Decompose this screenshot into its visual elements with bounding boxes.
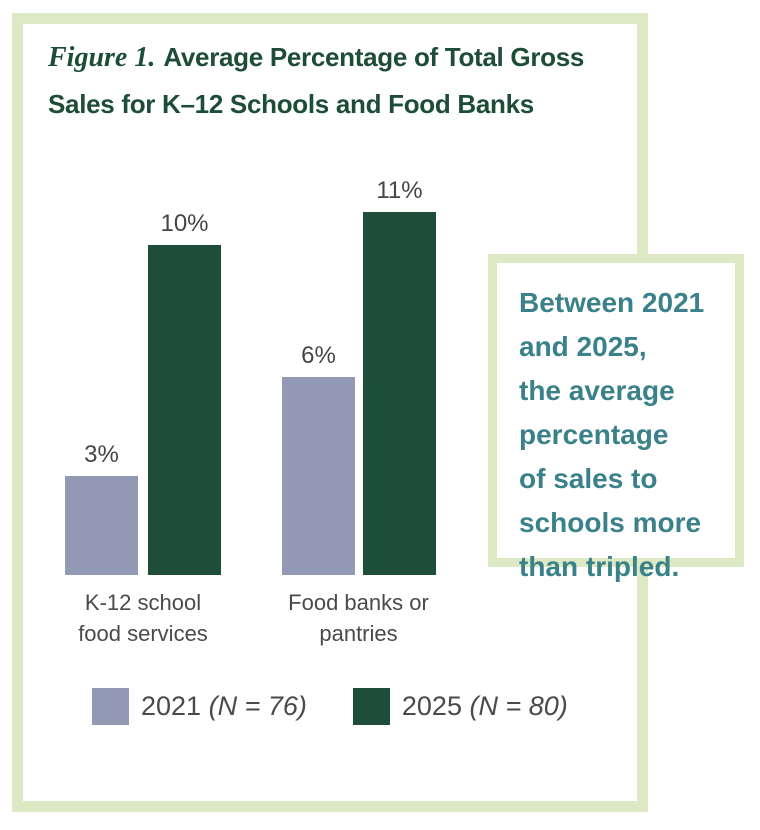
- callout-text: Between 2021 and 2025, the average perce…: [519, 287, 705, 582]
- category-label-k12: K-12 school food services: [78, 590, 208, 646]
- bar-foodbank-2021: 6%: [282, 342, 355, 575]
- figure-title: Figure 1. Average Percentage of Total Gro…: [48, 36, 633, 125]
- legend-swatch-2021: [92, 688, 129, 725]
- figure-title-text-line-1: Average Percentage of Total Gross: [163, 42, 585, 72]
- legend-year-2025: 2025: [401, 691, 462, 721]
- bar-value-label-k12-2021: 3%: [84, 441, 119, 468]
- legend-year-2021: 2021: [141, 691, 202, 721]
- legend-swatch-2025: [352, 688, 390, 725]
- bar-value-label-k12-2025: 10%: [160, 210, 209, 237]
- figure-title-line-2: Sales for K–12 Schools and Food Banks: [48, 89, 534, 119]
- legend-label-2025: 2025 (N = 80): [402, 691, 568, 722]
- chart-legend: 2021 (N = 76) 2025 (N = 80): [92, 688, 568, 725]
- bar-foodbank-2025: 11%: [363, 177, 436, 575]
- bar-value-label-foodbank-2021: 6%: [301, 342, 336, 369]
- bar-k12-2021: 3%: [65, 441, 138, 575]
- figure-title-line-1: Figure 1. Average Percentage of Total Gro…: [48, 36, 633, 83]
- legend-label-2021: 2021 (N = 76): [141, 691, 307, 722]
- bar-k12-2025: 10%: [148, 210, 221, 575]
- figure-number-label: Figure 1.: [48, 42, 156, 73]
- bar-value-label-foodbank-2025: 11%: [376, 177, 423, 204]
- legend-item-2021: 2021 (N = 76): [92, 688, 307, 725]
- legend-n-2021: (N = 76): [208, 691, 307, 721]
- callout-box: Between 2021 and 2025, the average perce…: [488, 254, 744, 582]
- category-label-foodbank: Food banks or pantries: [288, 590, 429, 646]
- legend-n-2025: (N = 80): [469, 691, 568, 721]
- legend-item-2025: 2025 (N = 80): [352, 688, 568, 725]
